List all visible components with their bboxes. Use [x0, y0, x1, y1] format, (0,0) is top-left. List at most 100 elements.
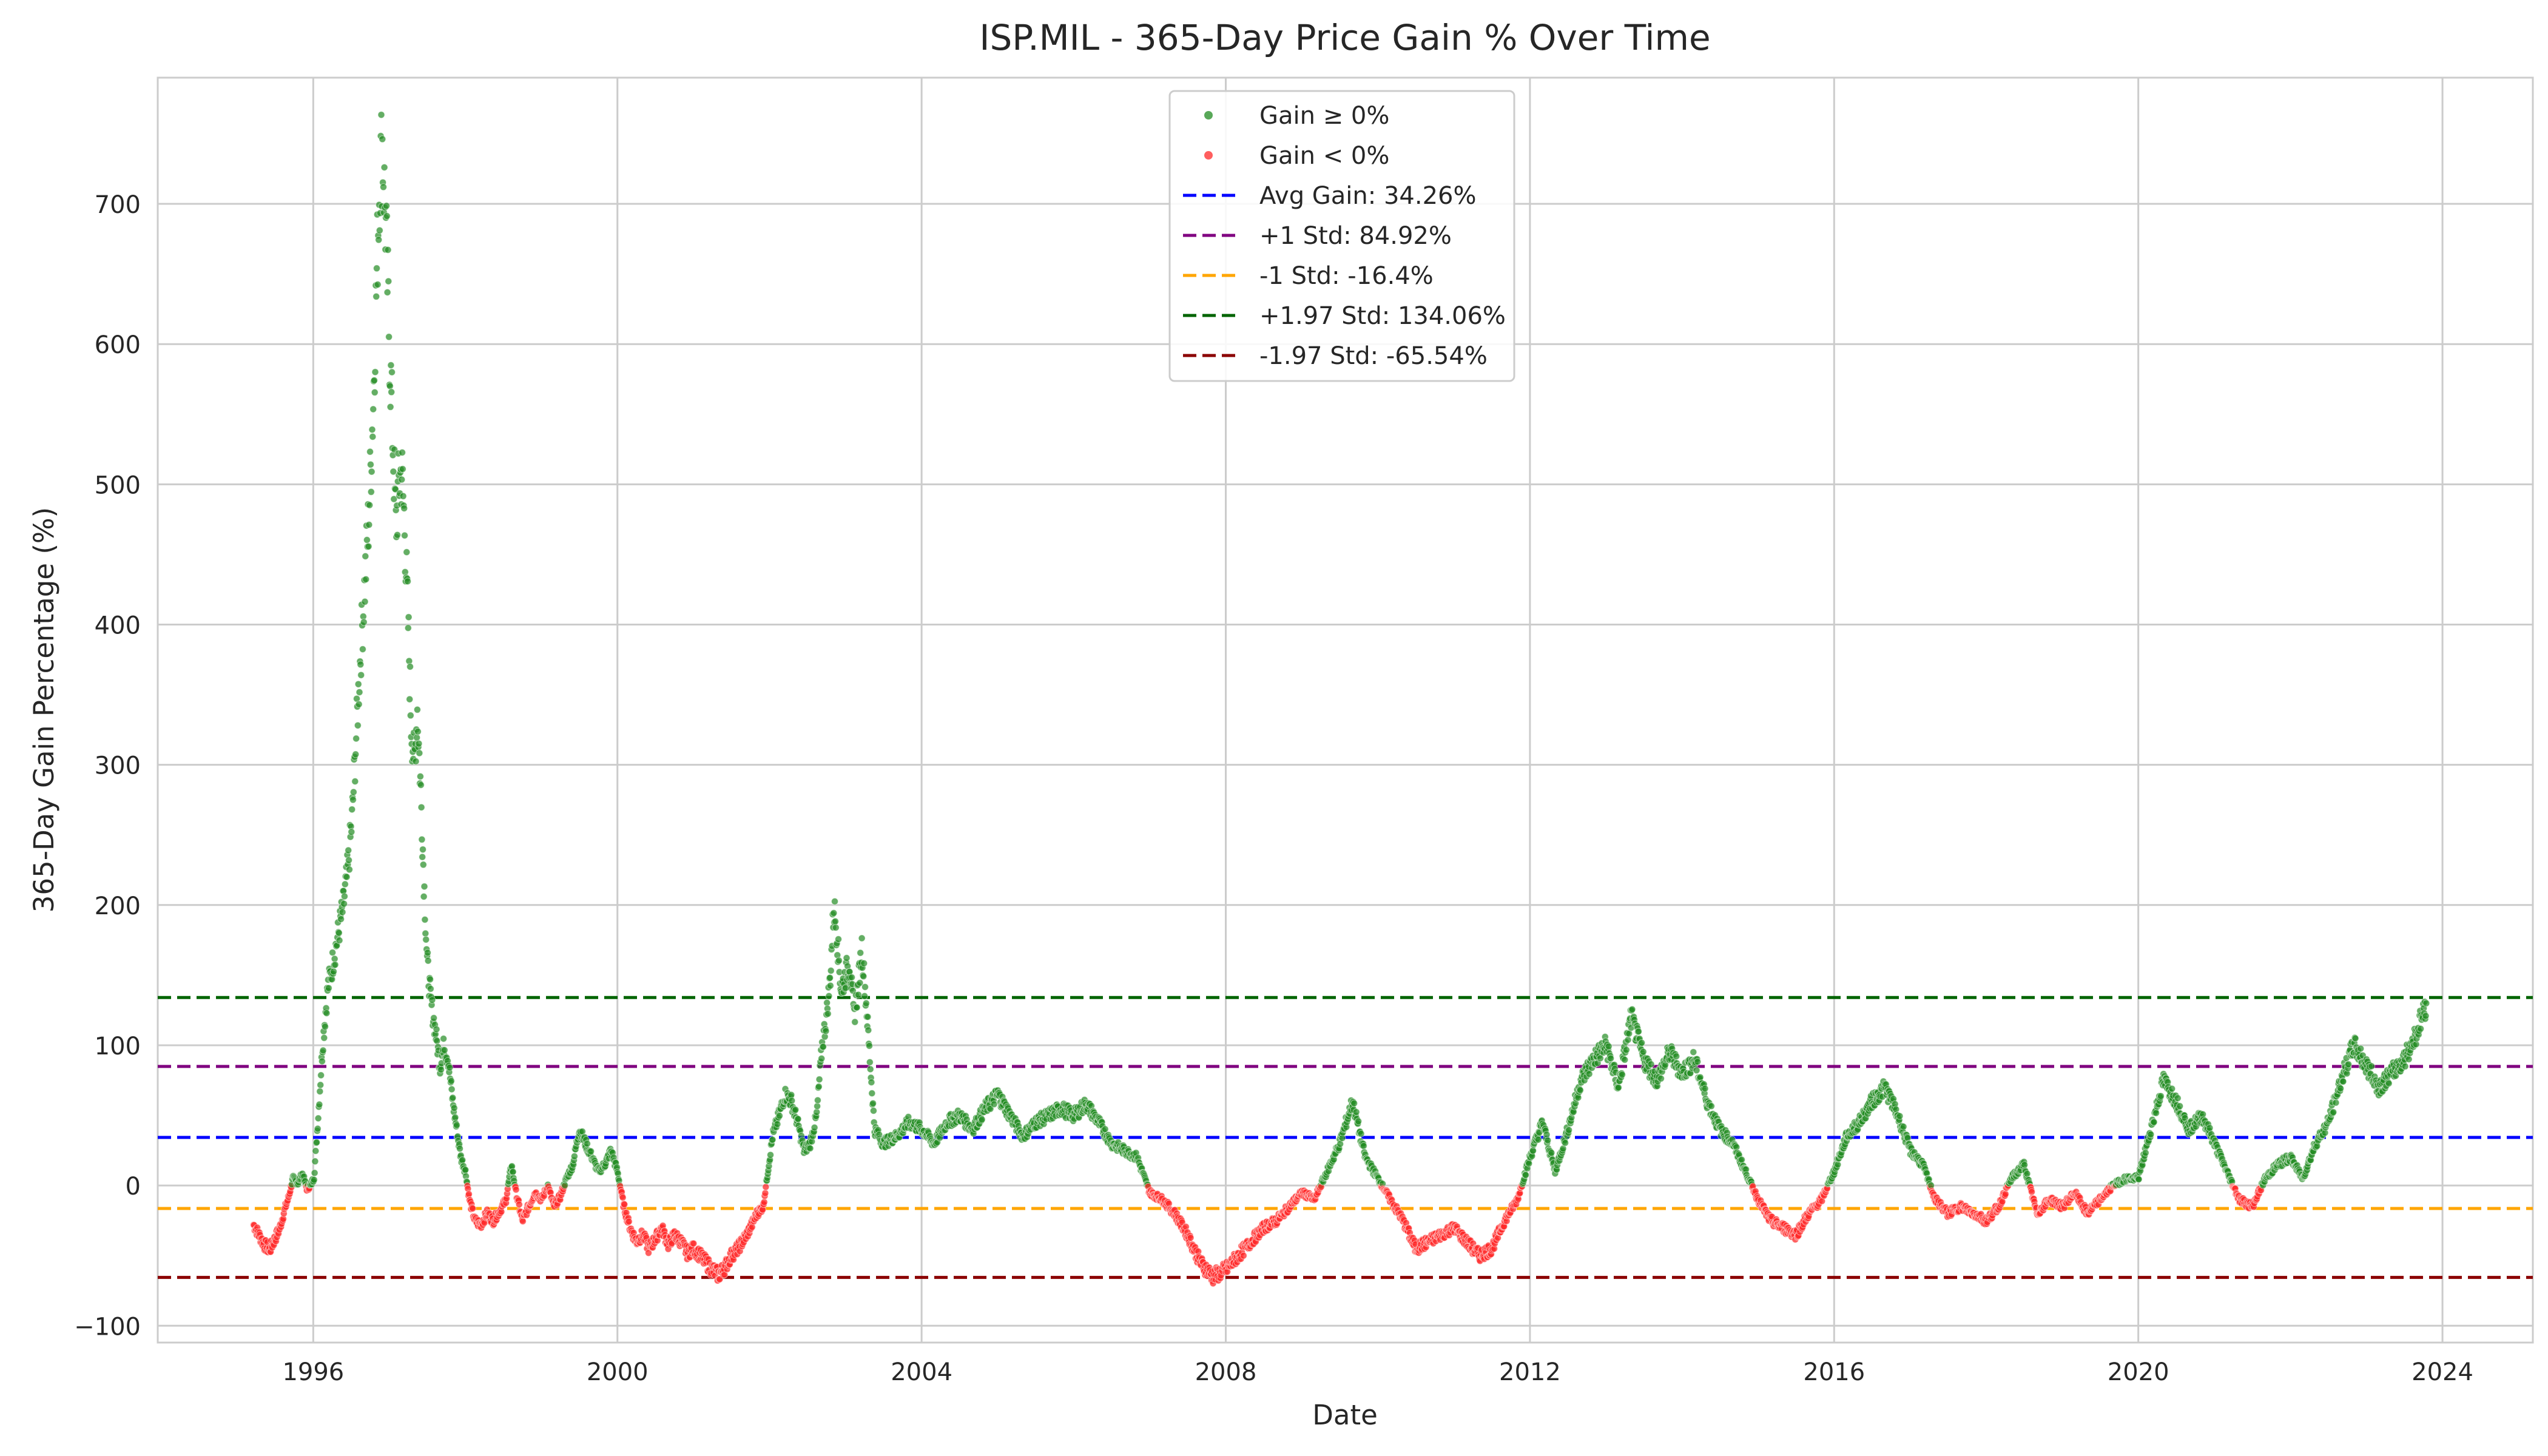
point-gain-positive — [832, 924, 840, 931]
point-gain-positive — [866, 1058, 874, 1066]
point-gain-positive — [373, 265, 380, 272]
point-gain-negative — [1239, 1252, 1247, 1259]
point-gain-positive — [371, 368, 379, 376]
point-gain-positive — [788, 1097, 796, 1105]
point-gain-positive — [2142, 1149, 2149, 1157]
point-gain-positive — [311, 1169, 318, 1177]
point-gain-positive — [314, 1114, 322, 1122]
point-gain-positive — [827, 967, 835, 974]
point-gain-positive — [1350, 1099, 1358, 1107]
point-gain-positive — [426, 985, 434, 993]
point-gain-positive — [345, 846, 352, 854]
point-gain-positive — [388, 368, 396, 376]
point-gain-positive — [2147, 1130, 2155, 1138]
point-gain-positive — [351, 778, 359, 785]
point-gain-positive — [818, 1054, 826, 1062]
point-gain-positive — [314, 1125, 322, 1133]
point-gain-positive — [1621, 1056, 1629, 1063]
point-gain-positive — [2157, 1092, 2165, 1100]
point-gain-positive — [1657, 1074, 1665, 1082]
point-gain-positive — [386, 382, 394, 390]
point-gain-positive — [335, 937, 343, 945]
point-gain-positive — [329, 949, 337, 957]
point-gain-positive — [448, 1085, 456, 1093]
point-gain-positive — [437, 1066, 445, 1074]
point-gain-positive — [389, 468, 397, 476]
point-gain-positive — [1701, 1085, 1709, 1093]
point-gain-positive — [794, 1115, 802, 1123]
point-gain-positive — [446, 1063, 454, 1071]
point-gain-positive — [319, 1046, 327, 1054]
point-gain-positive — [1101, 1125, 1109, 1133]
grid — [158, 78, 2533, 1343]
point-gain-positive — [399, 492, 407, 500]
point-gain-positive — [385, 333, 393, 341]
point-gain-positive — [383, 212, 391, 220]
point-gain-positive — [2422, 999, 2430, 1007]
point-gain-positive — [831, 917, 839, 925]
y-tick-label: 100 — [95, 1033, 141, 1060]
point-gain-positive — [419, 861, 427, 869]
point-gain-positive — [375, 236, 383, 244]
point-gain-positive — [509, 1168, 517, 1176]
point-gain-negative — [690, 1239, 698, 1247]
point-gain-positive — [2345, 1060, 2353, 1068]
point-gain-positive — [825, 992, 833, 1000]
point-gain-positive — [406, 712, 414, 720]
point-gain-positive — [420, 883, 428, 891]
point-gain-positive — [318, 1057, 326, 1065]
point-gain-positive — [866, 1065, 874, 1073]
y-tick-label: 0 — [126, 1173, 141, 1201]
point-gain-positive — [313, 1139, 320, 1146]
point-gain-positive — [2176, 1102, 2184, 1110]
point-gain-positive — [2339, 1077, 2347, 1085]
point-gain-positive — [2135, 1175, 2143, 1183]
point-gain-positive — [340, 900, 348, 908]
point-gain-positive — [792, 1106, 800, 1114]
point-gain-positive — [2422, 1012, 2430, 1020]
point-gain-positive — [2401, 1062, 2409, 1070]
point-gain-positive — [2417, 1025, 2425, 1033]
point-gain-positive — [360, 618, 368, 626]
point-gain-positive — [831, 897, 838, 905]
point-gain-positive — [320, 1034, 328, 1042]
point-gain-positive — [869, 1099, 877, 1107]
point-gain-positive — [387, 362, 395, 369]
point-gain-positive — [315, 1100, 323, 1108]
point-gain-positive — [570, 1153, 578, 1160]
point-gain-positive — [843, 954, 851, 962]
point-gain-positive — [1618, 1071, 1626, 1079]
point-gain-positive — [835, 957, 843, 965]
point-gain-positive — [354, 721, 362, 729]
point-gain-positive — [355, 700, 363, 708]
point-gain-positive — [815, 1083, 823, 1091]
point-gain-positive — [814, 1102, 821, 1110]
point-gain-positive — [310, 1176, 318, 1184]
point-gain-positive — [1360, 1142, 1367, 1150]
point-gain-positive — [325, 984, 332, 992]
point-gain-negative — [515, 1201, 523, 1208]
point-gain-positive — [366, 501, 374, 509]
point-gain-positive — [1707, 1102, 1715, 1110]
point-gain-positive — [1638, 1039, 1646, 1046]
point-gain-positive — [423, 949, 431, 957]
point-gain-negative — [469, 1205, 477, 1212]
point-gain-positive — [340, 892, 348, 900]
point-gain-positive — [316, 1088, 324, 1095]
point-gain-positive — [1624, 1036, 1632, 1044]
legend-label: Gain ≥ 0% — [1259, 102, 1389, 130]
point-gain-positive — [2152, 1109, 2160, 1117]
point-gain-positive — [824, 1010, 832, 1017]
point-gain-positive — [312, 1147, 320, 1155]
point-gain-positive — [428, 996, 436, 1004]
point-gain-positive — [774, 1121, 781, 1128]
point-gain-positive — [1605, 1042, 1613, 1050]
point-gain-positive — [857, 949, 864, 957]
point-gain-positive — [321, 1023, 329, 1031]
point-gain-positive — [413, 706, 421, 713]
point-gain-positive — [335, 929, 343, 937]
point-gain-positive — [361, 598, 369, 605]
point-gain-positive — [403, 548, 411, 556]
point-gain-positive — [386, 403, 394, 411]
